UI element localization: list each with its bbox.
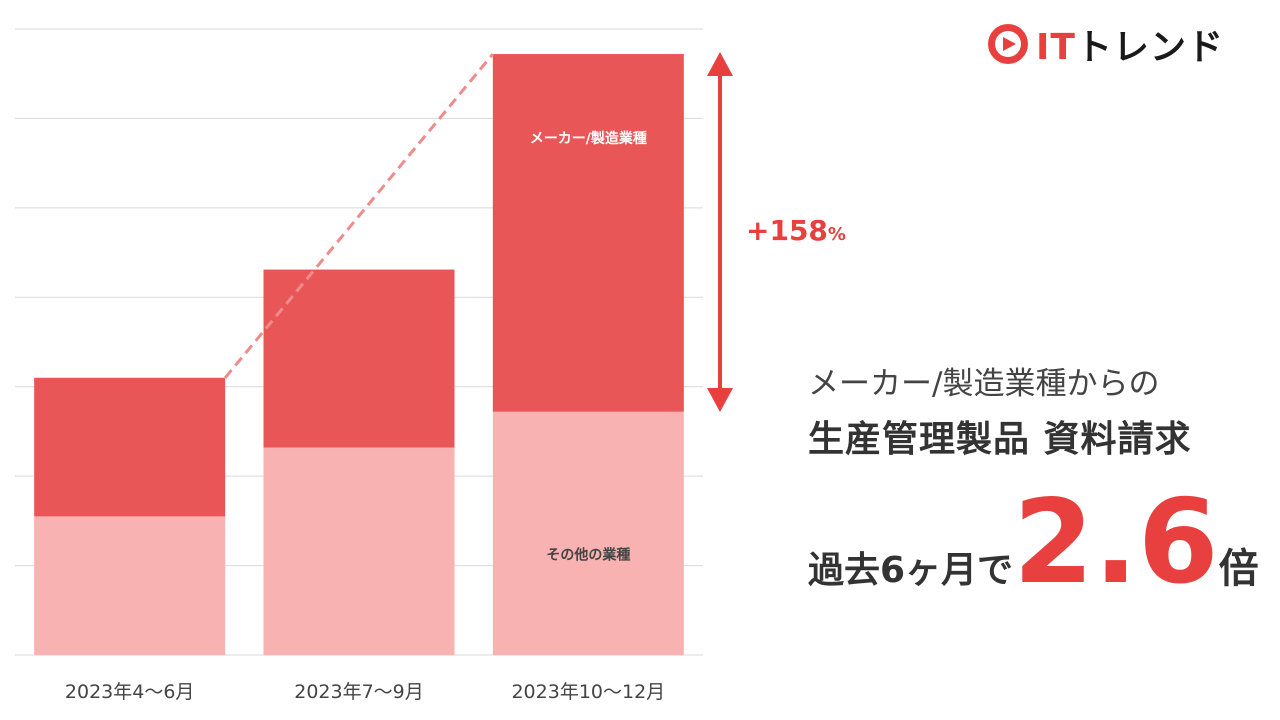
bar-segment-maker <box>34 377 226 517</box>
headline-multiplier: 2.6 <box>1013 475 1219 610</box>
headline-suffix: 倍 <box>1218 546 1259 592</box>
headline-line1: メーカー/製造業種からの <box>808 366 1160 402</box>
play-circle-icon <box>988 24 1028 64</box>
itrend-logo: ITトレンド <box>988 22 1224 68</box>
bar-segment-other <box>263 447 455 655</box>
headline-prefix: 過去6ヶ月で <box>808 550 1014 591</box>
growth-annotation: +158% <box>746 214 846 247</box>
headline-line2: 生産管理製品 資料請求 <box>808 419 1192 460</box>
x-tick-label: 2023年10〜12月 <box>511 681 665 703</box>
x-tick-label: 2023年4〜6月 <box>65 681 195 703</box>
bar-segment-maker <box>263 269 455 448</box>
growth-value: +158 <box>746 214 828 247</box>
growth-unit: % <box>827 224 846 245</box>
segment-label-maker: メーカー/製造業種 <box>530 130 647 147</box>
segment-label-other: その他の業種 <box>546 546 630 563</box>
logo-wordmark: ITトレンド <box>1036 27 1224 68</box>
bar-segment-other <box>492 411 684 655</box>
bar-segment-other <box>34 516 226 655</box>
stacked-bar-chart: 2023年4〜6月 2023年7〜9月 2023年10〜12月 メーカー/製造業種その… <box>15 28 733 703</box>
growth-arrow <box>707 52 733 412</box>
trend-line <box>224 53 494 379</box>
bar-segment-maker <box>492 54 684 412</box>
x-tick-label: 2023年7〜9月 <box>294 681 424 703</box>
headline-line3: 過去6ヶ月で 2.6 倍 <box>808 475 1259 610</box>
